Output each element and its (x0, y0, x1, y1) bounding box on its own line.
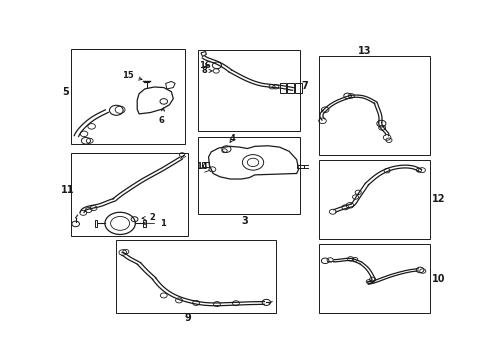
Text: 12: 12 (432, 194, 445, 204)
Bar (116, 240, 276, 314)
Text: 14: 14 (196, 162, 208, 171)
Text: 11: 11 (60, 185, 74, 195)
Text: 3: 3 (241, 216, 248, 226)
Text: 10: 10 (432, 274, 445, 284)
Text: 7: 7 (302, 81, 308, 91)
Bar (71, 49, 185, 144)
Text: 16: 16 (199, 61, 211, 70)
Bar (319, 244, 430, 314)
Bar (198, 50, 300, 131)
Text: 1: 1 (143, 219, 166, 228)
Text: 4: 4 (229, 134, 235, 143)
Text: 2: 2 (142, 213, 155, 222)
Bar (319, 56, 430, 156)
Text: 6: 6 (159, 108, 165, 125)
Bar (71, 153, 189, 236)
Text: 15: 15 (122, 71, 142, 80)
Text: 13: 13 (358, 46, 371, 56)
Text: 5: 5 (62, 87, 69, 97)
Bar (319, 159, 430, 239)
Text: 9: 9 (185, 314, 192, 323)
Text: 8: 8 (202, 66, 212, 75)
Bar (198, 138, 300, 214)
